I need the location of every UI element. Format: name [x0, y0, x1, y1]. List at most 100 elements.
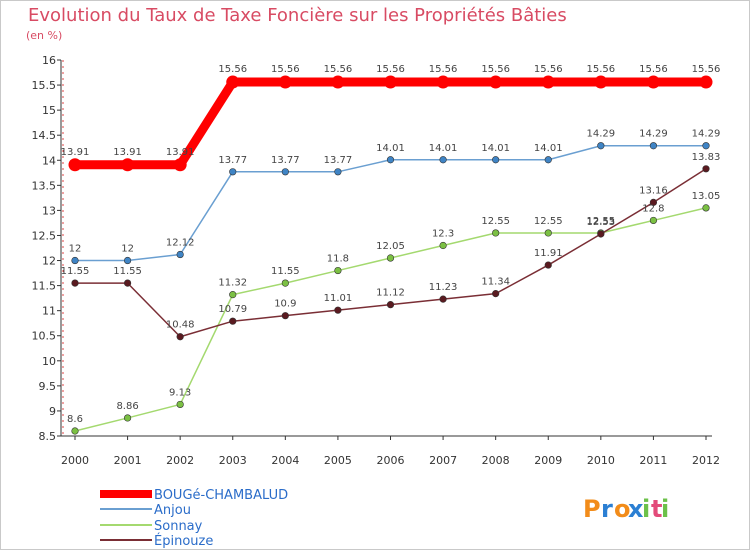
data-label: 8.6 — [67, 414, 83, 425]
x-tick-label: 2006 — [377, 454, 405, 467]
legend-label: Sonnay — [154, 519, 203, 534]
data-point — [281, 312, 289, 320]
data-point — [334, 168, 342, 176]
y-tick-label: 13.5 — [32, 179, 57, 192]
data-point — [702, 142, 710, 150]
data-point — [699, 75, 713, 89]
data-label: 14.29 — [587, 129, 616, 140]
data-label: 15.56 — [692, 64, 721, 75]
data-point — [334, 306, 342, 314]
x-tick-label: 2003 — [219, 454, 247, 467]
data-point — [71, 256, 79, 265]
y-tick-label: 11 — [42, 305, 56, 318]
data-point — [436, 75, 450, 89]
data-label: 11.55 — [113, 266, 142, 277]
data-label: 13.77 — [324, 155, 353, 166]
data-label: 11.23 — [429, 282, 458, 293]
data-label: 12 — [69, 244, 82, 255]
series-layer — [68, 75, 713, 435]
data-point — [278, 75, 292, 89]
data-label: 12.12 — [166, 238, 195, 249]
data-point — [173, 158, 187, 172]
data-point — [71, 427, 79, 435]
data-point — [176, 250, 184, 259]
data-label: 15.56 — [429, 64, 458, 75]
chart-title: Evolution du Taux de Taxe Foncière sur l… — [28, 5, 567, 26]
data-label: 13.77 — [271, 155, 300, 166]
x-tick-label: 2012 — [692, 454, 720, 467]
logo-letter: i — [642, 495, 650, 523]
data-point — [649, 216, 658, 225]
data-point — [226, 75, 240, 89]
data-label: 12 — [121, 244, 134, 255]
data-point — [334, 266, 342, 275]
y-tick-label: 12.5 — [32, 229, 57, 242]
y-tick-label: 13 — [42, 204, 56, 217]
data-label: 8.86 — [116, 401, 138, 412]
data-point — [646, 75, 660, 89]
data-label: 13.91 — [113, 147, 142, 158]
data-point — [492, 229, 500, 237]
data-point — [489, 75, 503, 89]
data-point — [439, 156, 447, 164]
data-point — [121, 158, 135, 172]
data-point — [702, 165, 710, 173]
data-label: 14.29 — [692, 129, 721, 140]
data-label: 12.55 — [534, 216, 563, 227]
data-label: 15.56 — [481, 64, 510, 75]
legend-label: Épinouze — [154, 533, 213, 549]
data-point — [229, 291, 237, 299]
y-tick-label: 11.5 — [32, 280, 57, 293]
legend-label: BOUGé-CHAMBALUD — [154, 488, 288, 503]
data-point — [594, 75, 608, 89]
data-point — [597, 142, 605, 150]
data-point — [544, 261, 552, 269]
data-label: 13.77 — [218, 155, 247, 166]
data-label: 11.32 — [218, 278, 247, 289]
data-label: 15.56 — [376, 64, 405, 75]
data-label: 14.01 — [376, 143, 405, 154]
y-tick-label: 8.5 — [39, 430, 57, 443]
data-point — [71, 279, 79, 287]
legend-label: Anjou — [154, 503, 191, 518]
data-label: 12.55 — [587, 216, 616, 227]
data-point — [384, 75, 397, 89]
data-label: 15.56 — [324, 64, 353, 75]
logo-letter: i — [661, 495, 669, 523]
data-label: 13.91 — [61, 147, 90, 158]
data-point — [649, 142, 658, 150]
data-point — [123, 279, 132, 287]
y-tick-label: 10 — [42, 355, 56, 368]
data-point — [541, 75, 555, 89]
data-labels: 13.91 13.91 13.91 15.56 15.56 15.56 15.56 15.56… — [61, 64, 721, 425]
logo-letter: o — [614, 495, 631, 523]
data-label: 10.79 — [218, 304, 247, 315]
data-label: 15.56 — [218, 64, 247, 75]
data-label: 11.55 — [271, 266, 300, 277]
data-label: 15.56 — [271, 64, 300, 75]
data-point — [649, 198, 658, 206]
x-tick-label: 2007 — [429, 454, 457, 467]
data-label: 10.9 — [274, 299, 296, 310]
data-label: 15.56 — [534, 64, 563, 75]
axes: 8.5 9 9.5 10 10.5 11 11.5 12 12.5 13 13.5 14 14.5 15 1… — [32, 54, 721, 467]
data-label: 10.48 — [166, 320, 195, 331]
data-label: 12.3 — [432, 228, 454, 239]
data-point — [229, 317, 237, 325]
data-point — [68, 158, 82, 172]
y-tick-label: 10.5 — [32, 330, 57, 343]
data-point — [123, 256, 132, 265]
data-point — [702, 204, 710, 212]
data-point — [544, 156, 552, 164]
data-point — [176, 333, 184, 341]
data-label: 12.8 — [642, 203, 664, 214]
data-point — [176, 400, 184, 409]
data-point — [492, 290, 500, 298]
data-point — [439, 241, 447, 250]
data-label: 11.34 — [481, 277, 510, 288]
data-point — [439, 295, 447, 303]
x-tick-label: 2000 — [61, 454, 89, 467]
data-label: 11.8 — [327, 254, 349, 265]
